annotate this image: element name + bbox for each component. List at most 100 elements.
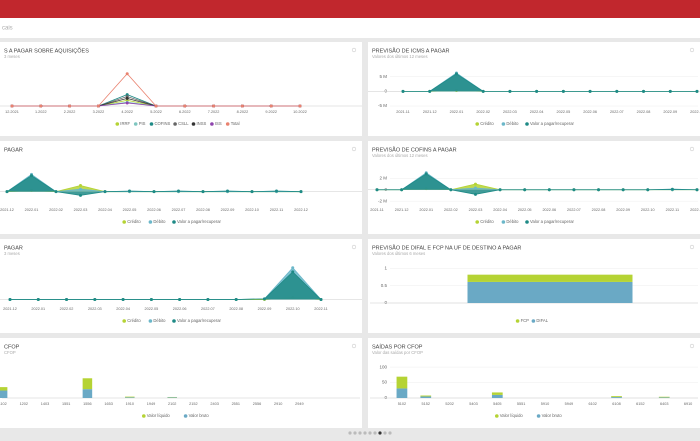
x-tick-label: 2551	[232, 402, 240, 406]
x-tick-label: 2022.02	[476, 110, 490, 114]
point	[5, 190, 9, 194]
legend-label: Valor bruto	[189, 413, 210, 418]
x-tick-label: 2022.12	[690, 208, 700, 212]
legend-label: Débito	[506, 219, 519, 224]
bar	[467, 274, 633, 282]
x-tick-label: 2022.11	[314, 307, 327, 311]
legend-label: Débito	[153, 318, 166, 323]
legend-label: PIS	[139, 121, 146, 126]
page-dot[interactable]	[368, 431, 372, 435]
page-dot[interactable]	[388, 431, 392, 435]
bar	[167, 397, 177, 398]
y-tick-label: 50	[382, 380, 388, 385]
x-tick-label: 2022.04	[98, 208, 112, 212]
page-dot[interactable]	[363, 431, 367, 435]
point	[212, 104, 216, 108]
x-tick-label: 2022.01	[31, 307, 45, 311]
x-tick-label: 2022.04	[116, 307, 130, 311]
panel-menu[interactable]	[689, 244, 695, 250]
x-tick-label: 2022.05	[518, 208, 532, 212]
x-tick-label: 2022.05	[144, 307, 158, 311]
legend-swatch	[501, 220, 506, 224]
x-tick-label: 2022.05	[556, 110, 570, 114]
line	[10, 271, 322, 300]
panel-menu[interactable]	[351, 47, 357, 53]
point	[572, 188, 576, 192]
x-tick-label: 2022.08	[196, 208, 210, 212]
panel-menu[interactable]	[689, 47, 695, 53]
chart-panel: PAGAR 2021.12 2022.01 2022.02 2022.03 2022.04…	[0, 141, 362, 234]
y-tick-label: 0	[384, 300, 387, 305]
x-tick-label: 2022.07	[201, 307, 215, 311]
point	[178, 298, 182, 302]
bar	[658, 397, 670, 398]
legend-swatch	[148, 319, 153, 323]
panel-menu[interactable]	[351, 343, 357, 349]
x-tick-label: 2022.09	[616, 208, 630, 212]
point	[39, 104, 43, 108]
page-dot[interactable]	[373, 431, 377, 435]
x-tick-label: 5202	[445, 402, 453, 406]
legend-label: IRRF	[120, 121, 130, 126]
legend-label: Valor a pagar/recuperar	[530, 121, 575, 126]
point	[54, 190, 58, 194]
legend-label: INSS	[197, 121, 207, 126]
point	[449, 188, 453, 192]
panel-menu[interactable]	[689, 146, 695, 152]
bar	[125, 396, 135, 398]
x-tick-label: 2022.10	[641, 208, 655, 212]
bar	[658, 396, 670, 398]
y-tick-label: 5 M	[379, 74, 387, 79]
x-tick-label: 2022.07	[610, 110, 624, 114]
point	[226, 189, 229, 193]
x-tick-label: 2021.12	[423, 110, 437, 114]
point	[424, 172, 428, 176]
bar	[396, 376, 408, 389]
breadcrumb: cais	[2, 26, 13, 32]
legend-label: DIFAL	[536, 318, 548, 323]
x-tick-label: 2556	[253, 402, 261, 406]
bar	[396, 388, 408, 398]
legend-swatch	[531, 319, 536, 323]
panel	[368, 338, 700, 428]
legend-label: Valor bruto	[542, 413, 563, 418]
x-tick-label: 2022.04	[493, 208, 507, 212]
point	[473, 182, 477, 186]
x-tick-label: 2022.09	[221, 208, 235, 212]
x-tick-label: 2022.03	[503, 110, 517, 114]
x-tick-label: 2022.02	[60, 307, 74, 311]
legend-swatch	[525, 220, 529, 224]
page-dot[interactable]	[348, 431, 352, 435]
x-tick-label: 2152	[189, 402, 197, 406]
x-tick-label: 2022.08	[592, 208, 606, 212]
panel-menu[interactable]	[351, 244, 357, 250]
point	[375, 188, 379, 192]
point	[93, 298, 97, 302]
y-tick-label: 1	[384, 266, 387, 271]
point	[642, 89, 646, 93]
point	[299, 190, 303, 194]
chart-subtitle: Valores dos últimos 12 meses	[372, 54, 428, 59]
x-tick-label: 6.2022	[179, 110, 191, 114]
point	[125, 96, 129, 100]
panel-menu[interactable]	[351, 146, 357, 152]
x-tick-label: 8.2022	[237, 110, 249, 114]
bar	[82, 378, 93, 390]
point	[234, 298, 238, 302]
legend-label: Valor líquido	[147, 413, 171, 418]
bar	[420, 396, 432, 398]
x-tick-label: 6102	[588, 402, 596, 406]
panel-menu[interactable]	[689, 343, 695, 349]
x-tick-label: 2022.08	[229, 307, 243, 311]
y-tick-label: 0.5	[381, 283, 388, 288]
panel	[0, 338, 362, 428]
page-dot[interactable]	[383, 431, 387, 435]
page-dot[interactable]	[358, 431, 362, 435]
page-dot[interactable]	[353, 431, 357, 435]
chart-subtitle: CFOP	[4, 350, 16, 355]
y-tick-label: -2 M	[378, 198, 387, 203]
x-tick-label: 5152	[422, 402, 430, 406]
page-dot[interactable]	[378, 431, 382, 435]
